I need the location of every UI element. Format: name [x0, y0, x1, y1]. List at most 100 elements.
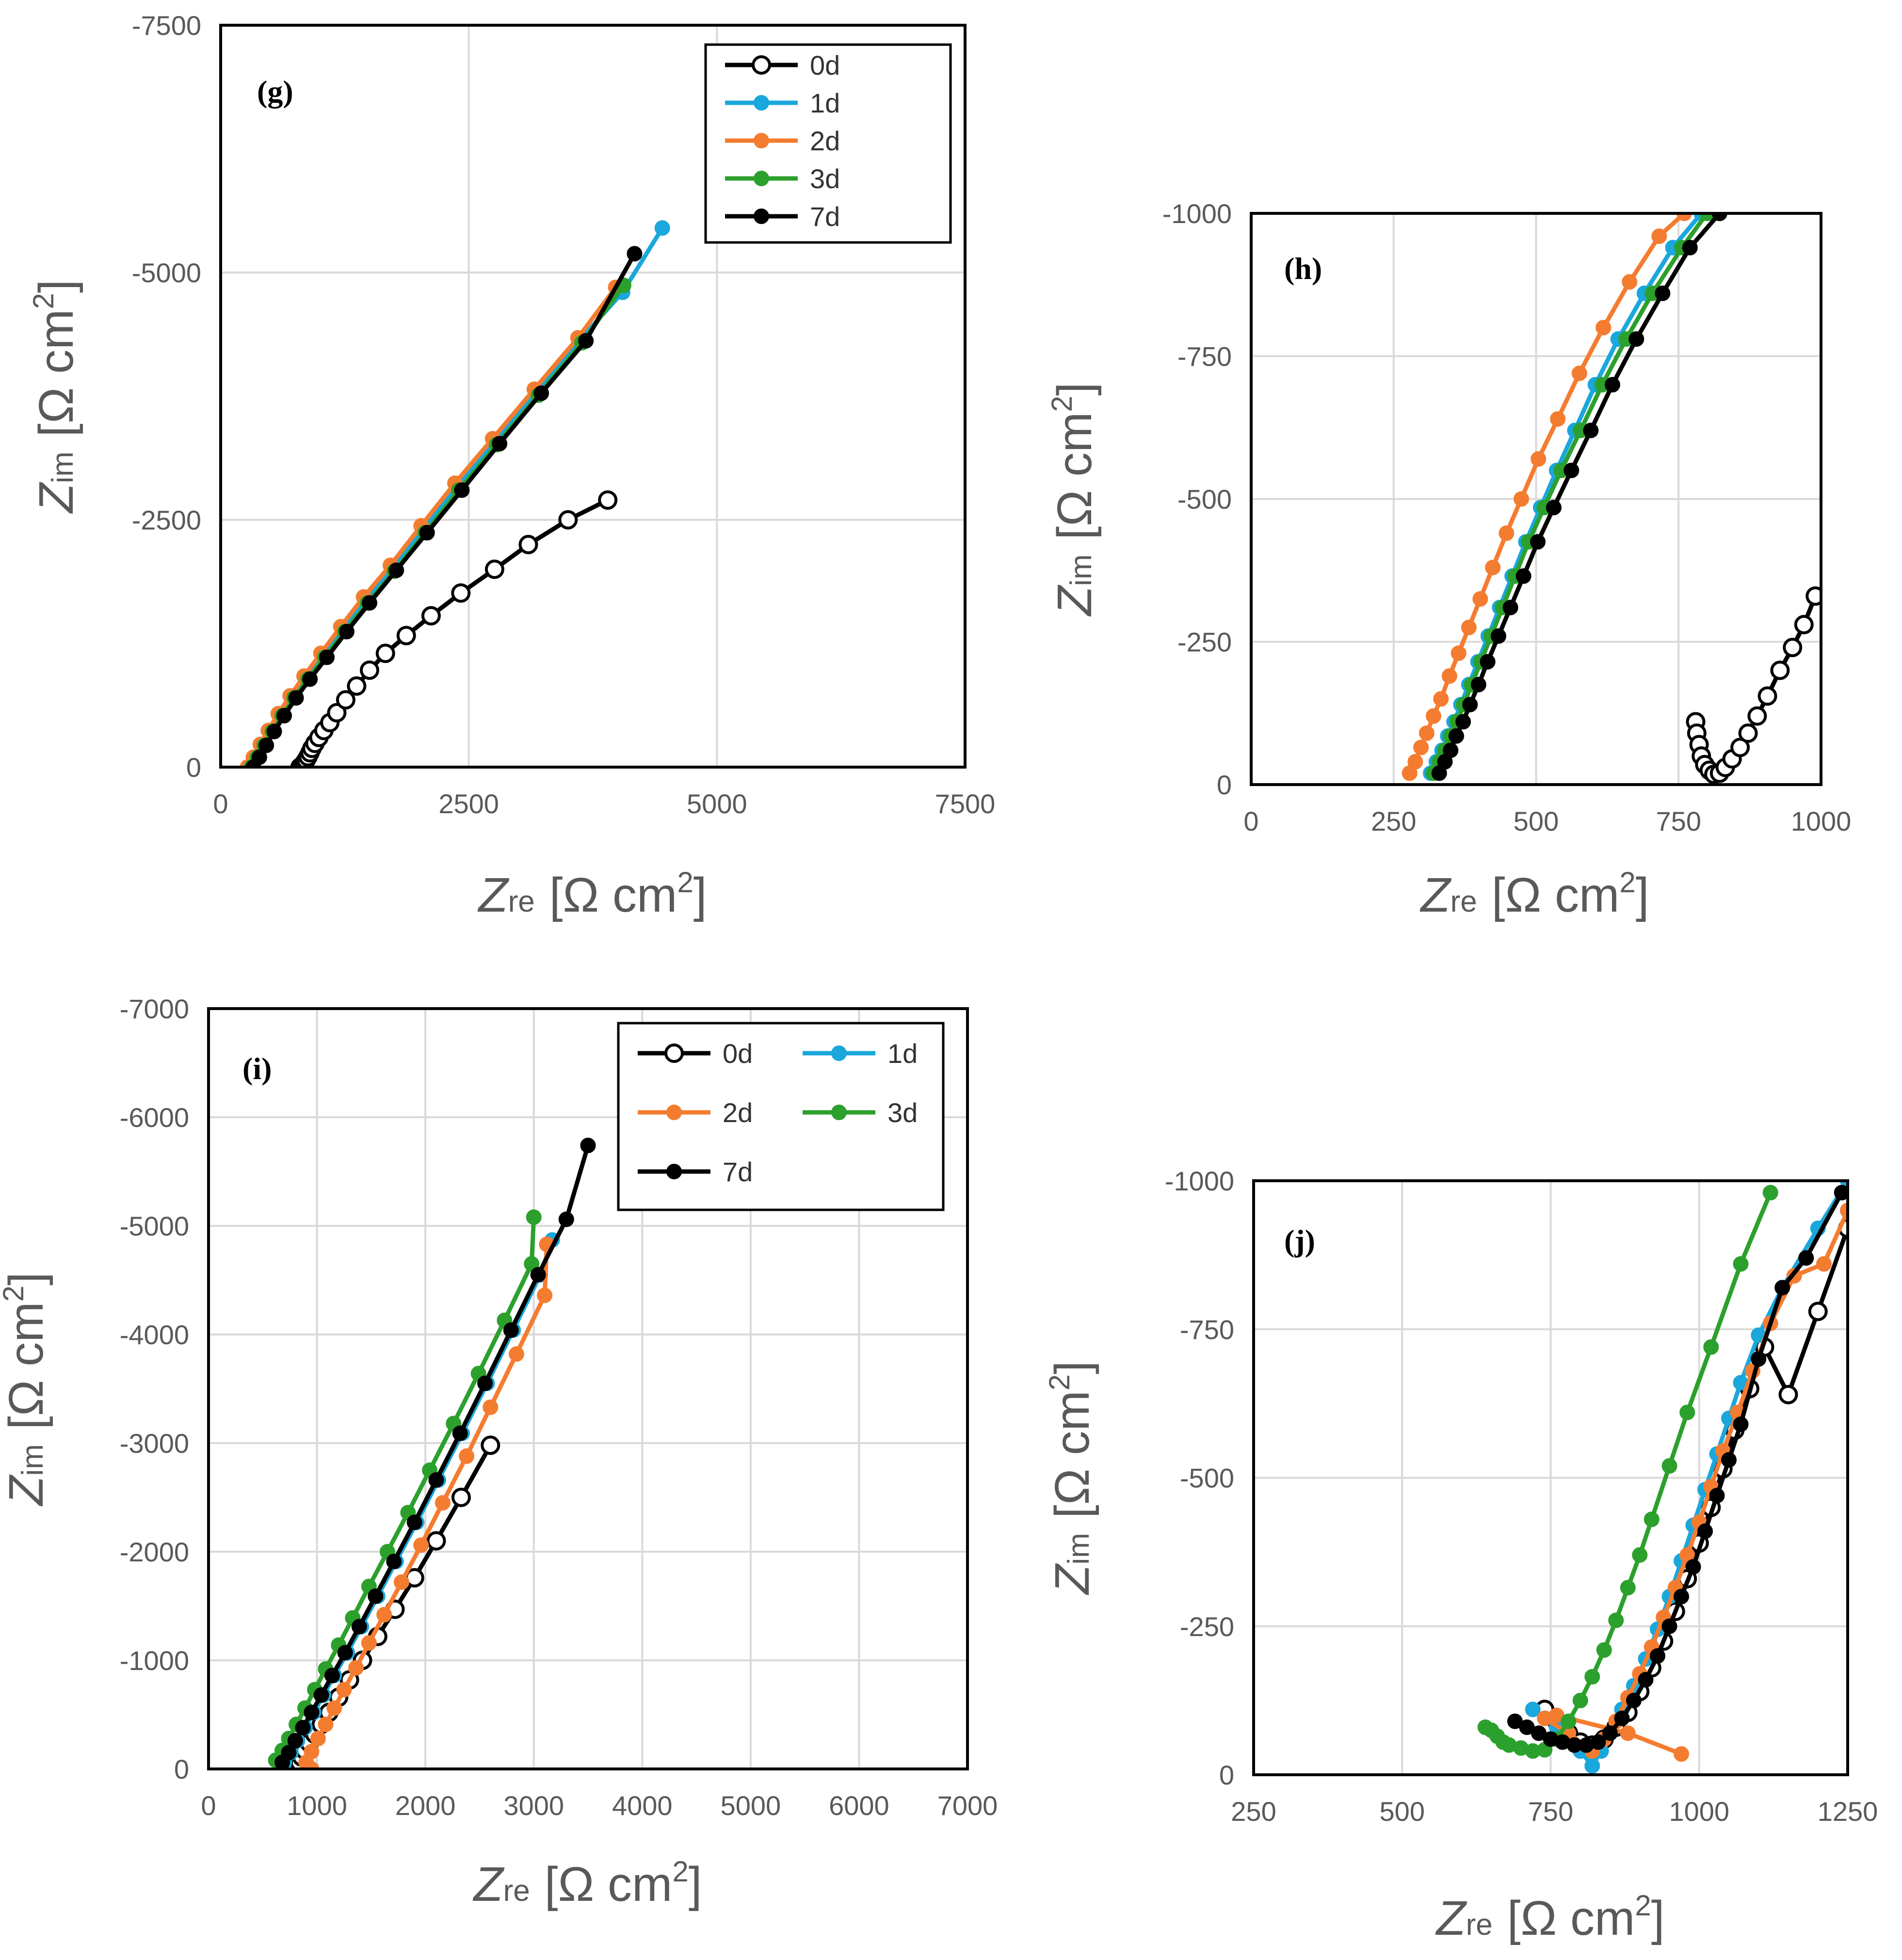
series-2d — [298, 1237, 555, 1769]
legend-label-3d: 3d — [887, 1097, 918, 1128]
data-point-3d — [1644, 1511, 1660, 1527]
series-7d — [245, 246, 643, 767]
y-axis-label: Zim [Ω cm2] — [27, 279, 83, 514]
data-point-2d — [413, 1537, 429, 1553]
y-axis-subscript: im — [46, 451, 80, 483]
y-tick-label: 0 — [1217, 770, 1232, 800]
data-point-7d — [1455, 714, 1471, 730]
data-point-7d — [533, 385, 549, 401]
legend-marker-3d — [831, 1105, 847, 1120]
legend-marker-0d — [752, 55, 771, 75]
data-point-0d — [481, 1435, 500, 1455]
y-axis-unit: [Ω cm — [1048, 412, 1102, 540]
data-point-2d — [1840, 1203, 1848, 1219]
data-point-2d — [318, 1717, 334, 1733]
y-axis-label: Zim [Ω cm2] — [0, 1272, 53, 1506]
x-tick-label: 1000 — [1669, 1796, 1729, 1827]
x-tick-label: 0 — [201, 1790, 216, 1821]
data-point-3d — [1703, 1339, 1719, 1355]
panel-g: 0 2500 5000 7500 0 -2500 -5000 -7500 (g) Zre [Ω cm… — [27, 10, 995, 922]
y-tick-label: -7500 — [132, 10, 201, 41]
data-point-1d — [1525, 1702, 1541, 1718]
x-tick-label: 0 — [1243, 806, 1258, 836]
x-tick-label: 250 — [1231, 1796, 1276, 1827]
x-axis-unit-close: ] — [1651, 1891, 1665, 1945]
y-axis-unit-close: ] — [1045, 1361, 1099, 1374]
data-point-0d — [598, 490, 618, 510]
data-point-2d — [1537, 1710, 1553, 1726]
data-point-0d — [1808, 1301, 1828, 1321]
data-point-7d — [1798, 1250, 1814, 1266]
legend-label-0d: 0d — [810, 50, 840, 80]
series-7d — [274, 1138, 596, 1769]
data-point-0d — [1730, 738, 1750, 757]
x-axis-unit: [Ω cm — [545, 1857, 673, 1912]
data-point-2d — [1620, 1725, 1636, 1741]
x-tick-label: 3000 — [503, 1790, 564, 1821]
data-point-0d — [1770, 660, 1790, 680]
data-point-7d — [313, 1687, 329, 1703]
plot-frame — [1250, 212, 1822, 786]
x-axis-unit-sup: 2 — [1619, 866, 1635, 899]
y-tick-label: -250 — [1177, 627, 1232, 658]
data-point-7d — [1449, 728, 1464, 744]
y-axis-unit-sup: 2 — [27, 293, 60, 309]
series-7d — [1431, 213, 1727, 781]
x-axis-unit: [Ω cm — [1507, 1891, 1635, 1945]
y-tick-label: -6000 — [120, 1102, 189, 1133]
panel-label: (h) — [1284, 251, 1322, 286]
y-tick-label: -1000 — [120, 1645, 189, 1676]
data-point-7d — [302, 671, 318, 687]
legend-marker-1d — [754, 95, 769, 111]
data-point-0d — [484, 560, 504, 579]
data-point-7d — [1733, 1416, 1749, 1432]
data-point-7d — [276, 707, 292, 723]
y-axis-unit-sup: 2 — [1046, 396, 1078, 412]
data-point-0d — [1757, 686, 1777, 706]
data-point-7d — [338, 624, 355, 640]
data-point-7d — [1685, 1559, 1701, 1575]
y-axis-symbol: Z — [0, 1475, 53, 1507]
series-0d — [1686, 586, 1821, 784]
y-axis-symbol: Z — [29, 482, 83, 514]
data-point-2d — [361, 1635, 377, 1651]
x-axis-symbol: Z — [1419, 868, 1451, 922]
x-axis-label: Zre [Ω cm2] — [472, 1855, 702, 1912]
x-tick-label: 750 — [1528, 1796, 1573, 1827]
x-tick-label: 7000 — [937, 1790, 998, 1821]
y-axis-label: Zim [Ω cm2] — [1043, 1361, 1099, 1595]
x-axis-unit-close: ] — [693, 868, 707, 922]
x-axis-unit-sup: 2 — [677, 866, 693, 899]
data-point-1d — [1584, 1758, 1600, 1774]
data-point-2d — [1651, 228, 1667, 244]
x-axis-unit: [Ω cm — [1492, 868, 1620, 922]
x-tick-label: 5000 — [687, 788, 747, 819]
data-point-7d — [386, 1554, 402, 1570]
data-point-7d — [406, 1514, 422, 1530]
data-point-0d — [1794, 615, 1814, 635]
y-tick-label: -500 — [1177, 484, 1232, 514]
data-point-2d — [1472, 591, 1488, 607]
data-point-2d — [348, 1660, 364, 1676]
data-point-7d — [1470, 676, 1486, 692]
x-tick-label: 250 — [1371, 806, 1416, 836]
x-tick-label: 0 — [213, 788, 228, 819]
legend-label-1d: 1d — [887, 1038, 918, 1069]
data-point-2d — [1513, 491, 1529, 507]
data-point-7d — [1711, 213, 1727, 221]
x-tick-label: 2500 — [438, 788, 499, 819]
x-tick-label: 500 — [1514, 806, 1559, 836]
data-point-2d — [1426, 708, 1441, 724]
x-axis-symbol: Z — [477, 868, 509, 922]
data-point-2d — [1433, 691, 1449, 707]
data-point-7d — [1546, 499, 1562, 515]
legend-label-7d: 7d — [810, 201, 840, 232]
data-point-7d — [287, 1733, 303, 1749]
series-line-7d — [1514, 1191, 1844, 1748]
y-tick-label: -5000 — [120, 1211, 189, 1241]
data-point-7d — [1655, 285, 1671, 301]
data-point-1d — [654, 220, 670, 236]
data-point-0d — [1805, 586, 1821, 606]
data-point-7d — [1650, 1648, 1665, 1664]
y-tick-label: -250 — [1180, 1611, 1234, 1642]
